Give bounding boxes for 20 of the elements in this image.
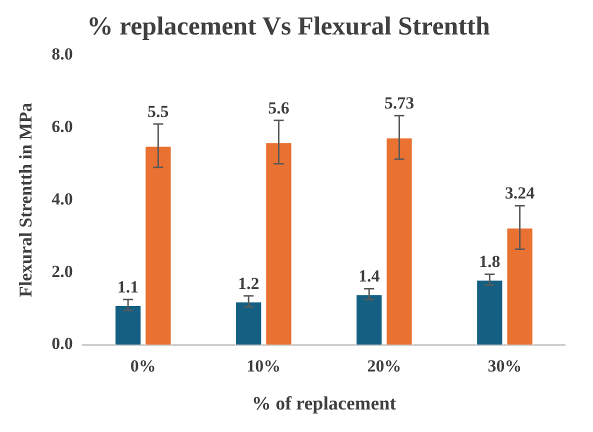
data-label: 3.24 (504, 184, 536, 203)
data-label: 5.5 (148, 102, 169, 121)
data-label: 5.6 (268, 98, 290, 118)
y-tick-label: 4.0 (52, 189, 73, 208)
y-axis-title: Flexural Strentth in MPa (15, 102, 36, 298)
y-tick-label: 0.0 (52, 334, 73, 354)
y-tick-label: 6.0 (52, 116, 73, 136)
y-tick-label: 8.0 (52, 44, 73, 64)
data-label: 5.73 (384, 94, 414, 113)
data-label: 1.1 (117, 277, 139, 296)
data-label: 1.2 (238, 274, 260, 293)
chart-title: % replacement Vs Flexural Strentth (87, 11, 491, 40)
data-label: 1.4 (358, 266, 380, 286)
x-axis-title: % of replacement (252, 394, 397, 415)
x-tick-label: 0% (130, 356, 156, 376)
x-tick-label: 10% (246, 356, 281, 376)
x-tick-label: 30% (488, 356, 522, 376)
x-tick-label: 20% (367, 356, 402, 376)
y-tick-label: 2.0 (52, 262, 73, 281)
data-label: 1.8 (479, 252, 500, 272)
